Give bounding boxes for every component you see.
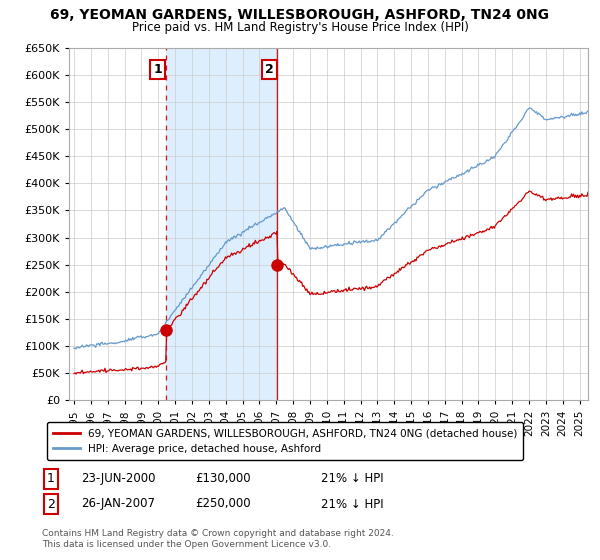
- Text: 1: 1: [154, 63, 162, 76]
- Text: 2: 2: [47, 497, 55, 511]
- Text: 23-JUN-2000: 23-JUN-2000: [81, 472, 155, 486]
- Text: £130,000: £130,000: [195, 472, 251, 486]
- Text: 1: 1: [47, 472, 55, 486]
- Text: Price paid vs. HM Land Registry's House Price Index (HPI): Price paid vs. HM Land Registry's House …: [131, 21, 469, 34]
- Text: 69, YEOMAN GARDENS, WILLESBOROUGH, ASHFORD, TN24 0NG: 69, YEOMAN GARDENS, WILLESBOROUGH, ASHFO…: [50, 8, 550, 22]
- Text: 26-JAN-2007: 26-JAN-2007: [81, 497, 155, 511]
- Text: 21% ↓ HPI: 21% ↓ HPI: [321, 472, 383, 486]
- Bar: [166, 48, 277, 400]
- Text: 21% ↓ HPI: 21% ↓ HPI: [321, 497, 383, 511]
- Text: 2: 2: [265, 63, 274, 76]
- Text: £250,000: £250,000: [195, 497, 251, 511]
- Text: Contains HM Land Registry data © Crown copyright and database right 2024.
This d: Contains HM Land Registry data © Crown c…: [42, 529, 394, 549]
- Legend: 69, YEOMAN GARDENS, WILLESBOROUGH, ASHFORD, TN24 0NG (detached house), HPI: Aver: 69, YEOMAN GARDENS, WILLESBOROUGH, ASHFO…: [47, 422, 523, 460]
